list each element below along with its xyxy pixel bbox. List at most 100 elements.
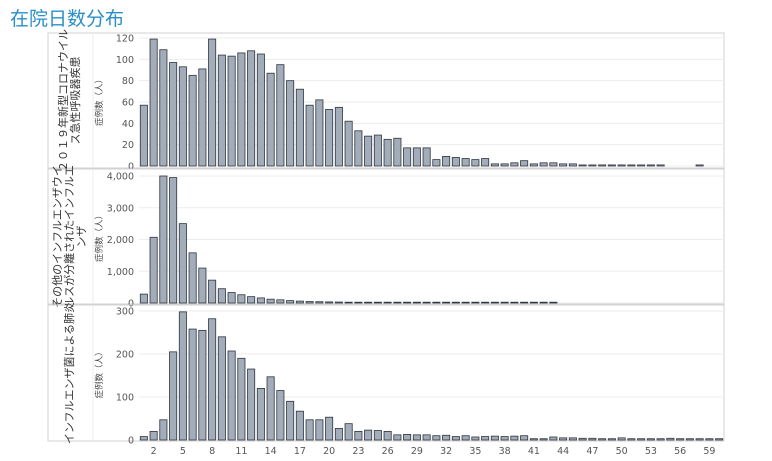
bar (568, 163, 577, 167)
bar (266, 376, 275, 441)
bar (188, 252, 197, 304)
bar (237, 357, 246, 441)
bar (295, 410, 304, 441)
bar (169, 351, 178, 441)
bar (266, 72, 275, 167)
bar (539, 301, 548, 304)
bar (490, 163, 499, 167)
bar (529, 301, 538, 304)
bar (500, 301, 509, 304)
row-label: その他のインフルエンザウイ (51, 165, 64, 308)
row-label: ンザ (75, 226, 88, 248)
bar (529, 438, 538, 441)
y-tick-label: 100 (116, 55, 134, 66)
x-axis: 2 5 8 11 14 17 20 23 26 29 32 35 38 41 44 47 50 53 56 59 (151, 446, 716, 457)
page-title: 在院日数分布 (10, 8, 125, 30)
y-tick-label: 300 (116, 307, 134, 318)
y-tick-label: 20 (122, 140, 134, 151)
bar (451, 436, 460, 441)
x-tick-label: 50 (616, 446, 628, 457)
bar (637, 438, 646, 441)
y-tick-label: 0 (128, 299, 134, 310)
x-tick-label: 20 (323, 446, 335, 457)
panel-border (47, 304, 725, 442)
x-tick-label: 41 (528, 446, 540, 457)
x-tick-label: 53 (645, 446, 657, 457)
bar (393, 434, 402, 441)
bar (646, 438, 655, 441)
panel-3: 0 100 200 300 症例数（人） インフルエンザ菌による肺炎 (47, 302, 725, 447)
x-tick-label: 11 (235, 446, 247, 457)
bar (461, 158, 470, 167)
bar (705, 438, 714, 441)
x-tick-label: 47 (586, 446, 598, 457)
row-label: ス急性呼吸器疾患 (68, 57, 82, 145)
bar (383, 430, 392, 441)
bar (325, 301, 334, 304)
bar (393, 301, 402, 304)
bar (481, 436, 490, 441)
bar (276, 299, 285, 304)
bar (500, 163, 509, 167)
bar (451, 301, 460, 304)
bar (520, 301, 529, 304)
bar (403, 147, 412, 167)
bar (432, 435, 441, 441)
bar (578, 164, 587, 167)
bar (549, 436, 558, 441)
y-tick-label: 0 (128, 436, 134, 447)
bar (442, 155, 451, 167)
x-tick-label: 32 (440, 446, 452, 457)
bar (393, 137, 402, 167)
bar (315, 99, 324, 167)
bar (354, 301, 363, 304)
bar (598, 164, 607, 167)
bar (373, 430, 382, 441)
bar (305, 419, 314, 441)
x-tick-label: 8 (209, 446, 215, 457)
panel-2: 0 1,000 2,000 3,000 4,000 症例数（人） その他のインフルエンザウイ… (47, 165, 725, 310)
y-tick-label: 3,000 (107, 203, 134, 214)
bar (354, 130, 363, 167)
bar (656, 438, 665, 441)
bar (432, 159, 441, 167)
bar (325, 109, 334, 167)
bar (607, 164, 616, 167)
bar (685, 438, 694, 441)
bar (432, 301, 441, 304)
bar (247, 296, 256, 304)
panel-1: 0 20 40 60 80 100 120 症例数（人） ２０１９年新型コロナウイル ス急性呼吸器… (47, 29, 725, 173)
bar (666, 437, 675, 441)
bar (286, 400, 295, 441)
bar (344, 301, 353, 304)
bar (295, 88, 304, 167)
bar (188, 328, 197, 441)
bar (637, 164, 646, 167)
bar (276, 390, 285, 441)
y-tick-label: 60 (122, 98, 134, 109)
x-tick-label: 56 (674, 446, 686, 457)
bar (217, 288, 226, 304)
bar (364, 301, 373, 304)
x-tick-label: 59 (703, 446, 715, 457)
bar (227, 55, 236, 167)
bar (442, 301, 451, 304)
bar (656, 164, 665, 167)
bar (139, 436, 148, 441)
bar (471, 301, 480, 304)
bar (344, 120, 353, 167)
bar (159, 175, 168, 304)
bar (334, 301, 343, 304)
bar (481, 301, 490, 304)
bar (305, 301, 314, 304)
bar (422, 147, 431, 167)
bar (286, 80, 295, 167)
y-tick-label: 40 (122, 119, 134, 130)
bar (461, 435, 470, 441)
bar (481, 158, 490, 167)
bar (607, 438, 616, 441)
bar (256, 297, 265, 304)
bar (149, 38, 158, 167)
y-tick-label: 100 (116, 393, 134, 404)
